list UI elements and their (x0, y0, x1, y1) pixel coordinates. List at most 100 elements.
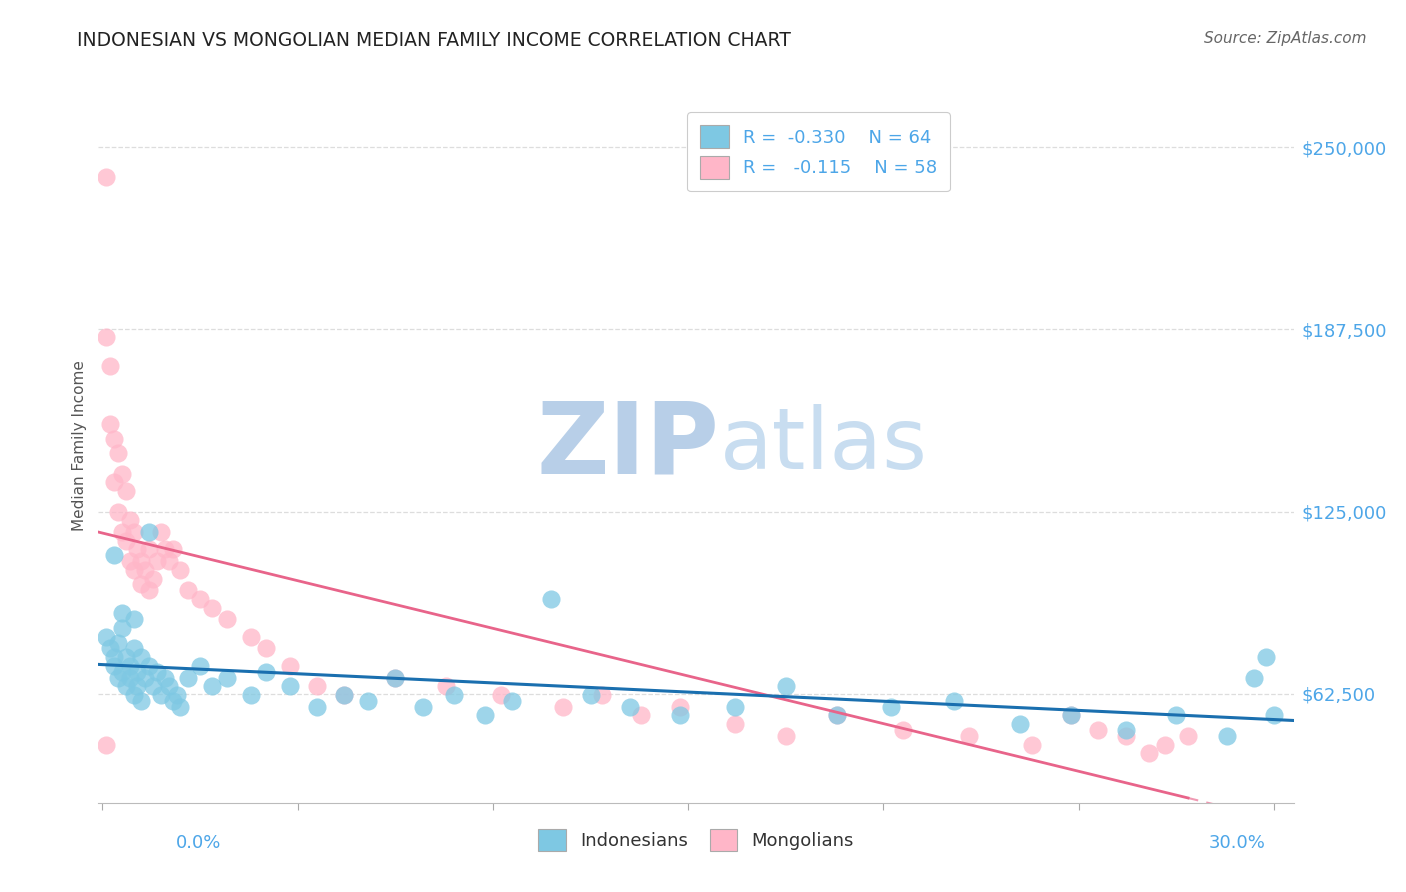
Point (169, 563, 191, 577)
Point (1115, 729, 1137, 743)
Point (333, 688, 356, 702)
Point (1243, 671, 1265, 685)
Point (103, 650, 125, 665)
Point (201, 600, 224, 615)
Point (118, 513, 141, 527)
Point (239, 688, 262, 702)
Point (177, 671, 200, 685)
Point (131, 554, 153, 568)
Point (775, 729, 797, 743)
Point (122, 688, 145, 702)
Point (1263, 708, 1285, 723)
Point (724, 717, 747, 731)
Point (103, 659, 125, 673)
Point (1087, 723, 1109, 737)
Point (1177, 729, 1199, 743)
Point (501, 694, 523, 708)
Point (630, 708, 652, 723)
Point (111, 665, 134, 679)
Point (307, 679, 329, 693)
Point (307, 699, 329, 714)
Point (122, 612, 145, 626)
Text: Source: ZipAtlas.com: Source: ZipAtlas.com (1204, 31, 1367, 46)
Point (825, 708, 848, 723)
Point (131, 650, 153, 665)
Point (157, 554, 180, 568)
Point (111, 621, 134, 635)
Point (138, 524, 160, 539)
Point (254, 665, 277, 679)
Point (122, 641, 145, 656)
Point (1153, 738, 1175, 752)
Point (1021, 738, 1043, 752)
Point (96, 630, 118, 644)
Point (217, 612, 239, 626)
Point (111, 524, 134, 539)
Point (111, 467, 134, 481)
Point (1216, 729, 1239, 743)
Point (239, 630, 262, 644)
Point (1137, 746, 1160, 760)
Point (724, 699, 747, 714)
Point (333, 688, 356, 702)
Point (146, 665, 169, 679)
Point (669, 699, 692, 714)
Point (553, 699, 575, 714)
Point (166, 688, 188, 702)
Point (131, 694, 153, 708)
Point (775, 679, 797, 693)
Point (127, 679, 149, 693)
Point (278, 679, 301, 693)
Point (153, 671, 176, 685)
Point (825, 708, 848, 723)
Point (98, 359, 121, 373)
Point (254, 641, 277, 656)
Point (217, 671, 239, 685)
Point (619, 699, 641, 714)
Point (384, 671, 406, 685)
Point (153, 542, 176, 557)
Point (880, 699, 903, 714)
Point (412, 699, 434, 714)
Point (669, 708, 692, 723)
Point (122, 524, 145, 539)
Point (474, 708, 496, 723)
Point (1166, 708, 1188, 723)
Point (98, 641, 121, 656)
Legend: Indonesians, Mongolians: Indonesians, Mongolians (531, 822, 860, 858)
Point (942, 694, 965, 708)
Point (177, 583, 200, 598)
Point (118, 554, 141, 568)
Point (591, 688, 613, 702)
Point (127, 665, 149, 679)
Point (1010, 717, 1032, 731)
Point (138, 659, 160, 673)
Point (114, 679, 136, 693)
Point (96, 169, 118, 184)
Point (357, 694, 380, 708)
Point (489, 688, 512, 702)
Point (188, 659, 211, 673)
Point (157, 679, 180, 693)
Point (162, 694, 184, 708)
Point (201, 679, 224, 693)
Point (134, 563, 156, 577)
Point (131, 577, 153, 591)
Point (111, 607, 134, 621)
Text: INDONESIAN VS MONGOLIAN MEDIAN FAMILY INCOME CORRELATION CHART: INDONESIAN VS MONGOLIAN MEDIAN FAMILY IN… (77, 31, 792, 50)
Point (103, 548, 125, 562)
Point (118, 659, 141, 673)
Point (540, 591, 562, 606)
Point (443, 688, 465, 702)
Point (149, 524, 172, 539)
Point (96, 330, 118, 344)
Y-axis label: Median Family Income: Median Family Income (72, 360, 87, 532)
Point (138, 542, 160, 557)
Point (107, 671, 129, 685)
Point (169, 699, 191, 714)
Point (114, 484, 136, 499)
Point (142, 572, 165, 586)
Point (891, 723, 914, 737)
Point (114, 533, 136, 548)
Point (122, 563, 145, 577)
